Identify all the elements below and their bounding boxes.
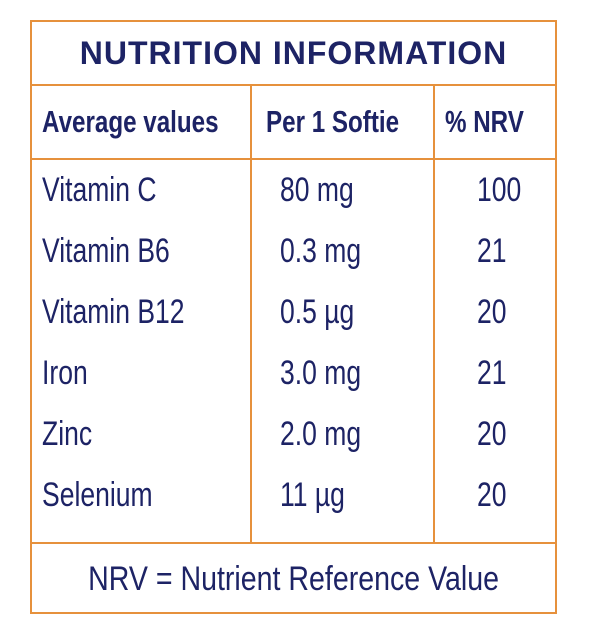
nrv-footnote: NRV = Nutrient Reference Value bbox=[32, 544, 555, 614]
table-row: Vitamin B6 0.3 mg 21 bbox=[32, 221, 555, 282]
nutrient-name: Vitamin B12 bbox=[42, 293, 185, 331]
table-body: Vitamin C 80 mg 100 Vitamin B6 0.3 mg 21… bbox=[32, 160, 555, 526]
nutrient-name: Vitamin B6 bbox=[42, 232, 170, 270]
column-divider bbox=[433, 86, 435, 542]
nutrient-amount: 11 µg bbox=[280, 476, 345, 514]
table-row: Vitamin C 80 mg 100 bbox=[32, 160, 555, 221]
table-row: Iron 3.0 mg 21 bbox=[32, 343, 555, 404]
nutrient-nrv: 20 bbox=[477, 476, 507, 514]
nutrient-amount: 0.3 mg bbox=[280, 232, 362, 270]
nutrient-amount: 3.0 mg bbox=[280, 354, 362, 392]
column-divider bbox=[250, 86, 252, 542]
nutrient-name: Selenium bbox=[42, 476, 153, 514]
nutrition-table: Average values Per 1 Softie % NRV Vitami… bbox=[32, 86, 555, 544]
nutrient-amount: 80 mg bbox=[280, 171, 354, 209]
nutrient-amount: 2.0 mg bbox=[280, 415, 362, 453]
nutrient-nrv: 20 bbox=[477, 293, 507, 331]
header-per-softie: Per 1 Softie bbox=[266, 104, 400, 139]
nutrient-name: Iron bbox=[42, 354, 88, 392]
table-row: Selenium 11 µg 20 bbox=[32, 465, 555, 526]
table-header-row: Average values Per 1 Softie % NRV bbox=[32, 86, 555, 160]
header-nrv: % NRV bbox=[445, 104, 524, 139]
nutrient-nrv: 21 bbox=[477, 232, 507, 270]
header-average-values: Average values bbox=[42, 104, 219, 139]
nrv-footnote-text: NRV = Nutrient Reference Value bbox=[88, 559, 499, 598]
table-row: Vitamin B12 0.5 µg 20 bbox=[32, 282, 555, 343]
nutrient-amount: 0.5 µg bbox=[280, 293, 355, 331]
table-row: Zinc 2.0 mg 20 bbox=[32, 404, 555, 465]
nutrient-nrv: 21 bbox=[477, 354, 507, 392]
nutrition-panel: NUTRITION INFORMATION Average values Per… bbox=[30, 20, 557, 614]
nutrient-nrv: 20 bbox=[477, 415, 507, 453]
nutrient-name: Zinc bbox=[42, 415, 93, 453]
nutrient-nrv: 100 bbox=[477, 171, 522, 209]
nutrition-title: NUTRITION INFORMATION bbox=[32, 22, 555, 86]
nutrient-name: Vitamin C bbox=[42, 171, 157, 209]
